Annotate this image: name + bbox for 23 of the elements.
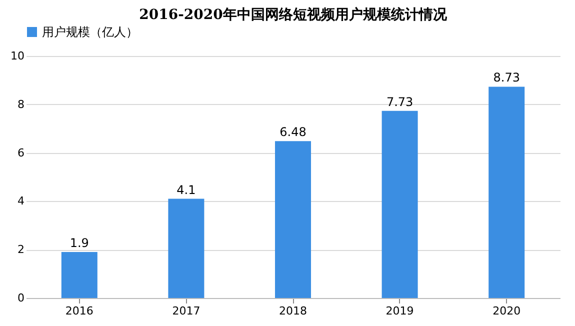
bar (488, 86, 525, 298)
chart-title: 2016-2020年中国网络短视频用户规模统计情况 (139, 6, 448, 23)
data-label: 7.73 (386, 94, 414, 109)
y-tick-label: 0 (18, 292, 24, 304)
data-label: 6.48 (280, 125, 306, 140)
legend-label: 用户规模（亿人） (42, 25, 138, 39)
y-tick-label: 10 (10, 50, 24, 62)
data-label: 1.9 (70, 236, 89, 250)
y-tick-label: 6 (18, 146, 24, 160)
x-tick-label: 2020 (492, 304, 521, 318)
y-tick-label: 8 (18, 98, 24, 111)
bar (382, 110, 418, 298)
data-label: 4.1 (176, 182, 196, 197)
y-tick-label: 2 (18, 243, 24, 256)
x-tick-label: 2018 (279, 304, 307, 318)
y-tick-label: 4 (18, 194, 24, 208)
data-label: 8.73 (493, 70, 520, 85)
x-tick-label: 2017 (172, 304, 200, 318)
bar (168, 198, 204, 298)
x-tick-label: 2019 (386, 304, 414, 318)
bar (275, 141, 311, 298)
bar (61, 252, 98, 298)
x-tick-label: 2016 (65, 304, 94, 318)
